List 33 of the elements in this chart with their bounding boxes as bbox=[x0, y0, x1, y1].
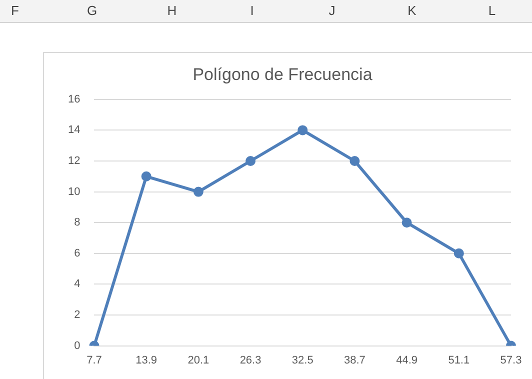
x-tick-label: 51.1 bbox=[448, 354, 470, 366]
x-tick-label: 38.7 bbox=[344, 354, 366, 366]
y-tick-label: 4 bbox=[74, 278, 80, 290]
x-tick-label: 20.1 bbox=[188, 354, 210, 366]
point bbox=[298, 125, 308, 136]
y-tick-label: 6 bbox=[74, 247, 80, 260]
y-tick-label: 8 bbox=[74, 216, 80, 229]
text: G bbox=[86, 3, 98, 18]
y-tick-label: 2 bbox=[74, 309, 80, 322]
y-tick-label: 16 bbox=[68, 93, 80, 106]
y-tick-label: 0 bbox=[74, 340, 80, 352]
text: L bbox=[487, 3, 497, 18]
point bbox=[402, 218, 412, 228]
y-tick-label: 12 bbox=[68, 155, 80, 168]
x-tick-label: 32.5 bbox=[292, 354, 314, 366]
text: J bbox=[328, 3, 336, 18]
text: K bbox=[406, 3, 418, 18]
point bbox=[246, 156, 256, 166]
point bbox=[454, 248, 464, 258]
text: I bbox=[249, 3, 255, 18]
y-tick-label: 10 bbox=[68, 186, 80, 198]
point bbox=[193, 186, 204, 197]
x-tick-label: 44.9 bbox=[396, 354, 418, 366]
x-tick-label: 7.7 bbox=[86, 354, 102, 366]
x-tick-label: 57.3 bbox=[500, 354, 522, 366]
point bbox=[350, 156, 360, 166]
chart-title: Polígono de Frecuencia bbox=[192, 64, 373, 84]
y-tick-label: 14 bbox=[68, 124, 80, 136]
x-tick-label: 13.9 bbox=[136, 354, 158, 366]
point bbox=[141, 171, 152, 182]
text: H bbox=[166, 3, 178, 18]
x-tick-label: 26.3 bbox=[240, 354, 262, 366]
text: F bbox=[10, 3, 20, 18]
